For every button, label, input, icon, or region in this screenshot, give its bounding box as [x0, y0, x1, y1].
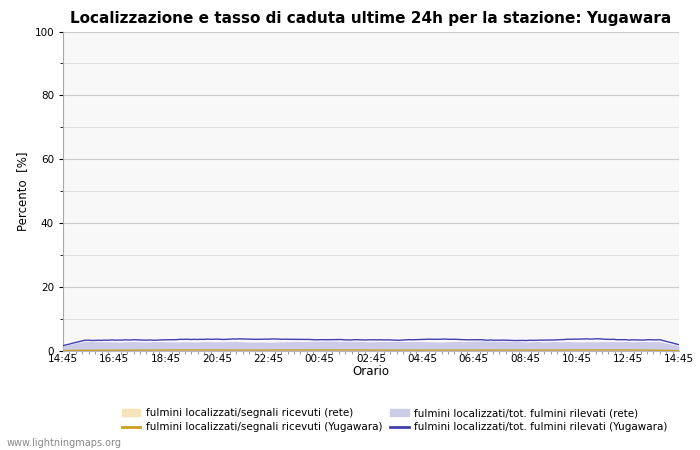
Y-axis label: Percento  [%]: Percento [%]: [16, 152, 29, 231]
Text: www.lightningmaps.org: www.lightningmaps.org: [7, 438, 122, 448]
Legend: fulmini localizzati/segnali ricevuti (rete), fulmini localizzati/segnali ricevut: fulmini localizzati/segnali ricevuti (re…: [118, 404, 672, 436]
Title: Localizzazione e tasso di caduta ultime 24h per la stazione: Yugawara: Localizzazione e tasso di caduta ultime …: [71, 11, 671, 26]
X-axis label: Orario: Orario: [353, 365, 389, 378]
